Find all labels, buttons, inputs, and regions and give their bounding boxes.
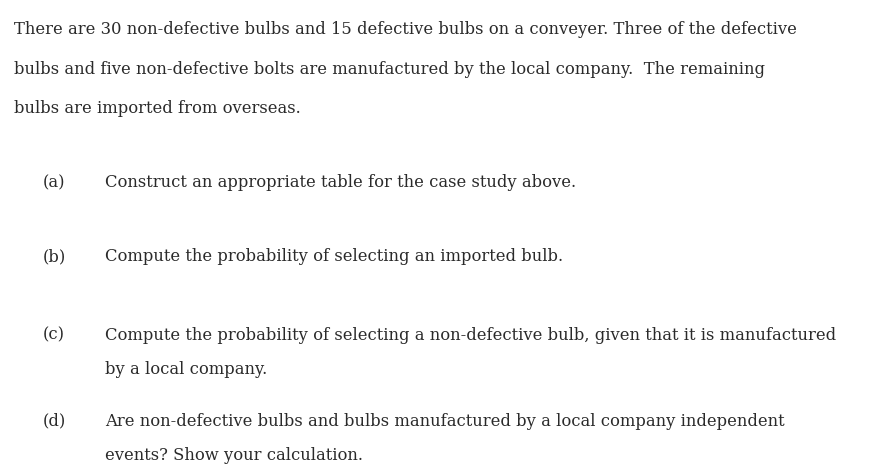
Text: events? Show your calculation.: events? Show your calculation. bbox=[105, 446, 362, 463]
Text: (d): (d) bbox=[43, 412, 66, 429]
Text: There are 30 non-defective bulbs and 15 defective bulbs on a conveyer. Three of : There are 30 non-defective bulbs and 15 … bbox=[14, 21, 797, 39]
Text: (c): (c) bbox=[43, 326, 65, 343]
Text: Compute the probability of selecting a non-defective bulb, given that it is manu: Compute the probability of selecting a n… bbox=[105, 326, 835, 343]
Text: (a): (a) bbox=[43, 174, 65, 191]
Text: bulbs are imported from overseas.: bulbs are imported from overseas. bbox=[14, 99, 300, 117]
Text: Are non-defective bulbs and bulbs manufactured by a local company independent: Are non-defective bulbs and bulbs manufa… bbox=[105, 412, 783, 429]
Text: bulbs and five non-defective bolts are manufactured by the local company.  The r: bulbs and five non-defective bolts are m… bbox=[14, 60, 765, 78]
Text: Construct an appropriate table for the case study above.: Construct an appropriate table for the c… bbox=[105, 174, 575, 191]
Text: by a local company.: by a local company. bbox=[105, 360, 267, 377]
Text: Compute the probability of selecting an imported bulb.: Compute the probability of selecting an … bbox=[105, 248, 562, 265]
Text: (b): (b) bbox=[43, 248, 66, 265]
